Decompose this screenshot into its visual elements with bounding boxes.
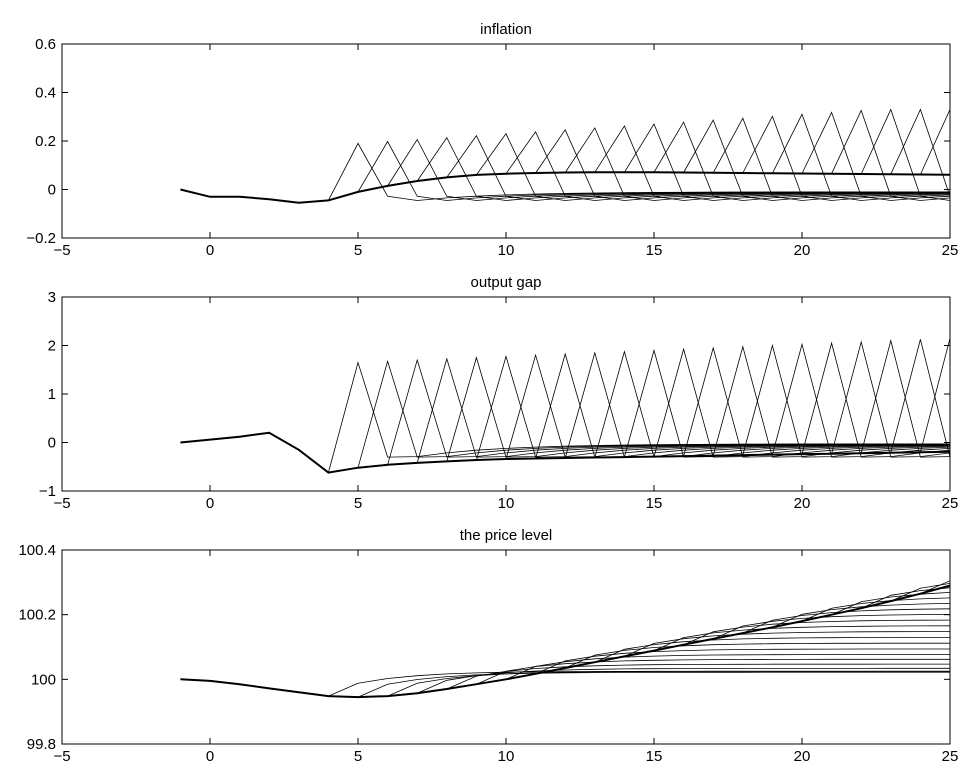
y-tick-label: −0.2: [26, 230, 56, 247]
fan-path: [831, 592, 950, 616]
fan-path: [890, 339, 950, 458]
x-tick-label: 10: [498, 495, 515, 512]
plot-lines: [180, 108, 950, 204]
fan-path: [683, 346, 950, 458]
fan-path: [505, 353, 950, 460]
y-tick-label: 3: [48, 289, 56, 306]
fan-path: [624, 631, 950, 657]
y-tick-label: 100.4: [18, 542, 56, 559]
y-tick-label: 1: [48, 386, 56, 403]
fan-path: [476, 658, 950, 685]
panel-title: inflation: [480, 21, 532, 38]
panel-2: output gap −5 0 5 10 15 20 25 −1 0 1 2 3: [39, 274, 958, 512]
baseline-series-line: [180, 584, 950, 699]
fan-path: [564, 127, 950, 201]
fan-path: [594, 637, 950, 663]
x-tick-label: 5: [354, 495, 362, 512]
y-tick-label: 0: [48, 182, 56, 199]
x-tick-label: 20: [794, 748, 811, 765]
panel-1: inflation −5 0 5 10 15 20 25 −0.2 0 0.2 0.4 0.6: [26, 21, 958, 259]
x-tick-label: 15: [646, 495, 663, 512]
fan-path: [624, 348, 950, 458]
fan-path: [476, 132, 950, 201]
fan-path: [653, 121, 950, 201]
x-tick-label: 0: [206, 748, 214, 765]
fan-path: [594, 125, 950, 201]
y-tick-label: 100.2: [18, 607, 56, 624]
x-tick-label: 25: [942, 495, 959, 512]
x-tick-label: −5: [53, 495, 70, 512]
fan-path: [712, 117, 950, 201]
y-tick-label: 0.4: [35, 85, 56, 102]
fan-path: [535, 128, 950, 201]
fan-path: [683, 619, 950, 646]
plot-frame: [61, 549, 951, 745]
fan-path: [535, 352, 950, 459]
x-tick-label: 0: [206, 242, 214, 259]
x-tick-label: 0: [206, 495, 214, 512]
fan-path: [653, 625, 950, 651]
x-tick-label: 15: [646, 242, 663, 259]
y-tick-label: 0: [48, 435, 56, 452]
fan-path: [416, 136, 950, 201]
x-tick-label: 5: [354, 748, 362, 765]
fan-path: [860, 339, 950, 458]
x-tick-label: 10: [498, 748, 515, 765]
x-tick-label: 5: [354, 242, 362, 259]
baseline-series-line: [180, 431, 950, 474]
fan-path: [860, 108, 950, 201]
fan-path: [801, 111, 950, 201]
baseline-series-line: [180, 171, 950, 204]
fan-path: [624, 123, 950, 201]
fan-path: [742, 115, 950, 201]
fan-path: [920, 338, 950, 453]
y-tick-label: 2: [48, 338, 56, 355]
x-tick-label: 10: [498, 242, 515, 259]
plot-frame: [61, 43, 951, 239]
fan-path: [713, 614, 950, 640]
fan-path: [831, 109, 950, 201]
x-tick-label: −5: [53, 748, 70, 765]
fan-path: [653, 347, 950, 458]
plot-lines: [180, 338, 950, 474]
x-tick-label: 25: [942, 748, 959, 765]
fan-path: [742, 343, 950, 458]
y-tick-label: −1: [39, 483, 56, 500]
fan-path: [564, 351, 950, 459]
plot-frame: [61, 296, 951, 492]
fan-path: [772, 603, 950, 628]
fan-path: [505, 131, 950, 201]
x-tick-label: 20: [794, 242, 811, 259]
x-tick-label: −5: [53, 242, 70, 259]
fan-path: [594, 350, 950, 458]
fan-path: [683, 119, 950, 201]
fan-path: [565, 642, 950, 669]
fan-path: [890, 108, 950, 197]
x-tick-label: 15: [646, 748, 663, 765]
fan-path: [920, 109, 950, 175]
y-tick-label: 0.2: [35, 133, 56, 150]
x-tick-label: 20: [794, 495, 811, 512]
panel-title: the price level: [460, 527, 553, 544]
x-tick-label: 25: [942, 242, 959, 259]
panel-title: output gap: [471, 274, 542, 291]
y-tick-label: 99.8: [27, 736, 56, 753]
fan-path: [831, 340, 950, 458]
fan-path: [535, 648, 950, 675]
y-tick-label: 0.6: [35, 36, 56, 53]
panel-3: the price level −5 0 5 10 15 20 25 99.8 100 100.2 1…: [18, 527, 958, 765]
fan-path: [505, 654, 950, 680]
fan-path: [387, 138, 950, 201]
plot-lines: [180, 580, 950, 699]
fan-path: [357, 671, 950, 698]
fan-path: [417, 667, 950, 694]
y-tick-label: 100: [31, 671, 56, 688]
